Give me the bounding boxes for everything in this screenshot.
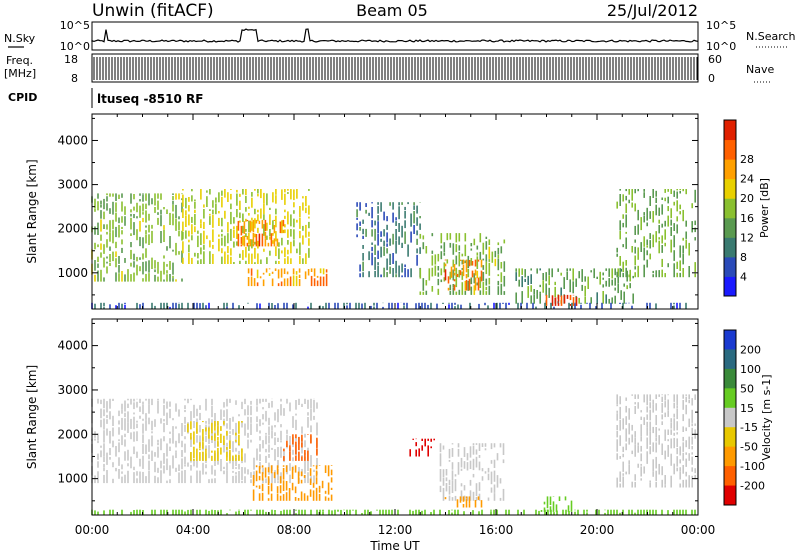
nave-tick-high: 60: [708, 53, 722, 66]
y-tick-label: 2000: [57, 427, 88, 441]
x-tick-label: 00:00: [681, 523, 716, 537]
colorbar-segment: [724, 485, 736, 506]
cpid-label: CPID: [8, 91, 37, 104]
power-panel: 1000 2000 3000 4000 Slant Range [km]: [25, 113, 699, 310]
colorbar-tick-label: -15: [740, 421, 758, 434]
colorbar-segment: [724, 159, 736, 180]
colorbar-tick-label: -100: [740, 460, 765, 473]
nsky-trace: [91, 28, 699, 43]
x-tick-label: 16:00: [479, 523, 514, 537]
x-axis: 00:00 04:00 08:00 12:00 16:00 20:00 00:00: [75, 523, 716, 537]
velocity-panel: 1000 2000 3000 4000 Slant Range [km]: [25, 318, 699, 516]
colorbar-segment: [724, 349, 736, 370]
y-tick-label: 3000: [57, 178, 88, 192]
y-axis-label: Slant Range [km]: [25, 365, 39, 469]
colorbar-segment: [724, 427, 736, 448]
colorbar-tick-label: 20: [740, 192, 754, 205]
x-tick-label: 12:00: [378, 523, 413, 537]
panel-background: [92, 319, 698, 515]
colorbar-segment: [724, 178, 736, 199]
cpid-value: ltuseq -8510 RF: [97, 92, 203, 106]
colorbar-tick-label: 24: [740, 173, 754, 186]
colorbar-tick-label: 15: [740, 402, 754, 415]
x-tick-label: 04:00: [176, 523, 211, 537]
nave-label: Nave: [746, 63, 774, 76]
colorbar-segment: [724, 330, 736, 350]
colorbar-segment: [724, 120, 736, 141]
velocity-colorbar: 200 100 50 15 -15 -50 -100 -200 Velocity [m s-1]: [723, 329, 773, 506]
y-tick-label: 2000: [57, 222, 88, 236]
freq-trace: [93, 57, 698, 80]
colorbar-segment: [724, 217, 736, 238]
y-tick-label: 4000: [57, 133, 88, 147]
power-colorbar: 4 8 12 16 20 24 28 Power [dB]: [723, 119, 771, 297]
colorbar-segment: [724, 368, 736, 389]
freq-panel-frame: [91, 53, 699, 83]
colorbar-segment: [724, 237, 736, 258]
y-tick-label: 1000: [57, 266, 88, 280]
nsky-label: N.Sky: [4, 32, 36, 45]
y-tick-label: 4000: [57, 339, 88, 353]
colorbar-label: Power [dB]: [758, 178, 771, 238]
colorbar-segment: [724, 388, 736, 409]
nsearch-label: N.Search: [746, 30, 796, 43]
date-title: 25/Jul/2012: [607, 1, 698, 20]
colorbar-tick-label: 16: [740, 212, 754, 225]
y-axis-label: Slant Range [km]: [25, 159, 39, 263]
colorbar-segment: [724, 256, 736, 277]
nave-tick-low: 0: [708, 72, 715, 85]
colorbar-frame: [723, 119, 737, 297]
freq-label-2: [MHz]: [4, 67, 36, 80]
panel-background: [92, 114, 698, 309]
freq-tick-low: 8: [71, 72, 78, 85]
colorbar-segment: [724, 466, 736, 487]
colorbar-tick-label: -200: [740, 480, 765, 493]
x-tick-label: 00:00: [75, 523, 110, 537]
colorbar-tick-label: 50: [740, 382, 754, 395]
colorbar-segment: [724, 446, 736, 467]
nsearch-tick-high: 10^5: [706, 19, 736, 32]
colorbar-tick-label: 12: [740, 231, 754, 244]
y-tick-label: 1000: [57, 472, 88, 486]
x-axis-label: Time UT: [369, 539, 420, 553]
colorbar-label: Velocity [m s-1]: [760, 374, 773, 460]
x-tick-label: 20:00: [580, 523, 615, 537]
y-tick-label: 3000: [57, 383, 88, 397]
x-tick-label: 08:00: [277, 523, 312, 537]
colorbar-tick-label: 28: [740, 153, 754, 166]
colorbar-tick-label: 200: [740, 343, 761, 356]
colorbar-tick-label: -50: [740, 441, 758, 454]
freq-label-1: Freq.: [6, 54, 33, 67]
colorbar-frame: [723, 329, 737, 506]
nsky-panel-frame: [91, 21, 699, 51]
beam-title: Beam 05: [356, 1, 428, 20]
station-title: Unwin (fitACF): [92, 1, 214, 21]
freq-tick-high: 18: [64, 53, 78, 66]
colorbar-segment: [724, 198, 736, 219]
colorbar-segment: [724, 139, 736, 160]
colorbar-tick-label: 4: [740, 270, 747, 283]
colorbar-segment: [724, 407, 736, 428]
nsky-tick-low: 10^0: [60, 40, 90, 53]
nsky-tick-high: 10^5: [60, 19, 90, 32]
colorbar-tick-label: 8: [740, 251, 747, 264]
colorbar-tick-label: 100: [740, 363, 761, 376]
colorbar-segment: [724, 276, 736, 297]
nsearch-tick-low: 10^0: [706, 40, 736, 53]
